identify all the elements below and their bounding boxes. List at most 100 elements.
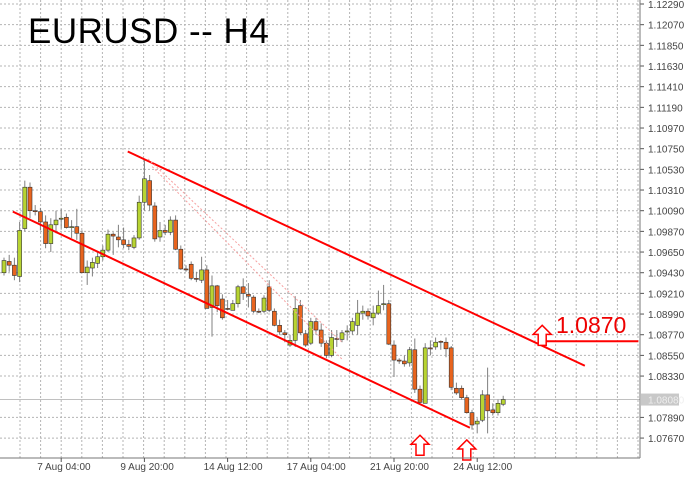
y-tick-label: 1.09870 — [648, 227, 685, 238]
candle — [90, 257, 95, 277]
candle-body — [417, 388, 423, 403]
candle-body — [292, 308, 298, 341]
candle-body — [116, 236, 121, 241]
chart-title: EURUSD -- H4 — [28, 12, 270, 51]
candle-body — [152, 205, 158, 240]
candle-body — [344, 330, 350, 333]
candle-body — [220, 298, 225, 319]
candle — [121, 227, 126, 249]
candle-body — [448, 347, 454, 388]
candle-body — [95, 256, 100, 264]
y-tick-label: 1.10970 — [648, 124, 685, 135]
candle — [173, 215, 178, 251]
candle — [204, 265, 210, 309]
candle — [110, 232, 116, 255]
x-tick-label: 21 Aug 20:00 — [370, 462, 429, 473]
candle — [246, 283, 251, 308]
x-tick-label: 24 Aug 12:00 — [453, 462, 512, 473]
candle — [157, 221, 163, 242]
candle — [69, 220, 74, 238]
y-tick-label: 1.11630 — [648, 62, 684, 73]
candle-body — [485, 394, 490, 412]
candle — [48, 218, 54, 253]
candle — [339, 330, 345, 343]
candle-body — [1, 260, 7, 274]
y-tick-label: 1.09650 — [648, 248, 685, 259]
candle-body — [157, 230, 163, 238]
candle-body — [459, 387, 464, 398]
candle — [6, 254, 12, 272]
candle-body — [396, 359, 402, 362]
candle — [428, 340, 433, 356]
candle-body — [407, 349, 412, 364]
current-price-tag — [641, 393, 679, 406]
candle-body — [469, 412, 475, 426]
candle — [287, 334, 293, 347]
candle — [261, 295, 267, 314]
candle-body — [318, 329, 324, 344]
candle — [454, 382, 459, 395]
candle — [17, 221, 22, 283]
candle — [251, 295, 256, 314]
candle — [188, 261, 194, 281]
candle — [422, 343, 428, 404]
candle — [355, 299, 360, 335]
candle — [162, 224, 168, 236]
candle — [292, 296, 298, 347]
candle — [402, 355, 407, 367]
candle-body — [438, 340, 444, 343]
candle-body — [464, 397, 470, 414]
y-tick-label: 1.10530 — [648, 165, 685, 176]
candle — [407, 346, 412, 367]
candle-body — [433, 341, 438, 348]
candle — [360, 305, 366, 320]
candle-body — [58, 217, 64, 220]
y-tick-label: 1.12290 — [648, 0, 685, 11]
candle — [131, 235, 137, 250]
candle-body — [230, 303, 236, 311]
candle-body — [136, 201, 142, 239]
candle-body — [43, 221, 48, 244]
candle — [22, 180, 28, 232]
axes: 1.12290 1.12070 1.11850 1.11630 1.11410 1.111… — [0, 0, 685, 473]
candle — [12, 257, 17, 281]
candle — [178, 245, 184, 270]
candle-body — [381, 303, 386, 306]
y-tick-label: 1.07890 — [648, 413, 685, 424]
candle — [313, 317, 319, 335]
y-tick-label: 1.09430 — [648, 269, 685, 280]
y-tick-label: 1.08330 — [648, 372, 685, 383]
candle — [105, 229, 111, 253]
candle-body — [199, 269, 204, 281]
candle-body — [209, 285, 215, 308]
candle-body — [17, 230, 22, 277]
candle — [1, 257, 7, 276]
candle-body — [6, 261, 12, 266]
candle-body — [105, 233, 111, 251]
candle — [168, 216, 173, 236]
candle-body — [334, 338, 340, 340]
candle-body — [27, 186, 33, 212]
candle-body — [355, 312, 360, 326]
candle-body — [12, 264, 17, 276]
candle-body — [142, 178, 147, 203]
candle-body — [386, 303, 392, 345]
candle — [142, 159, 147, 211]
candle — [433, 337, 438, 350]
candle-body — [235, 286, 241, 305]
fan-line-1 — [147, 158, 343, 343]
candle-body — [178, 248, 184, 270]
candle — [298, 299, 303, 335]
candle — [391, 340, 397, 377]
candle-body — [313, 321, 319, 331]
candle-body — [194, 278, 199, 280]
candle — [272, 308, 277, 327]
candle — [152, 202, 158, 242]
candle-body — [38, 211, 43, 223]
up-arrow-icon — [455, 438, 478, 461]
candle-body — [126, 244, 132, 247]
candle — [485, 367, 490, 434]
candle — [376, 290, 381, 315]
candle-body — [225, 308, 230, 310]
candle-body — [240, 286, 246, 294]
